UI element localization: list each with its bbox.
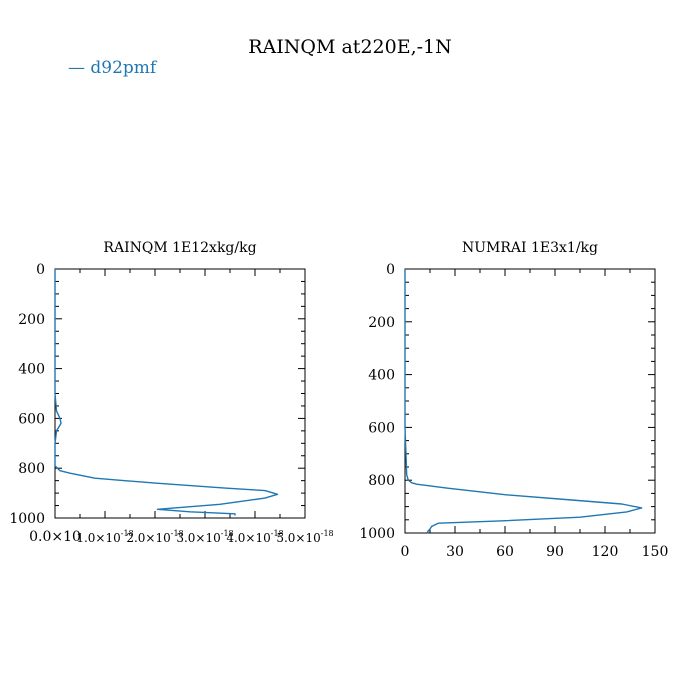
chart-panel-2: NUMRAI 1E3x1/kg 0 200 400 600 800 1000 0 30 60 90 1… <box>359 240 668 560</box>
legend: — d92pmf <box>68 58 156 78</box>
x-tick-label: 120 <box>592 544 619 560</box>
chart-panel-1: RAINQM 1E12xkg/kg 0 200 400 600 800 1000 0.0×10… <box>9 240 333 545</box>
x-tick-exponent: -18 <box>121 529 134 538</box>
x-tick-label: 1.0×10-18 <box>76 529 133 545</box>
x-tick-label: 90 <box>546 544 564 560</box>
x-tick-label: 4.0×10-18 <box>226 529 283 545</box>
x-tick-exponent: -18 <box>171 529 184 538</box>
y-tick-label: 800 <box>368 473 395 489</box>
y-tick-label: 400 <box>18 362 45 378</box>
x-tick-label: 30 <box>446 544 464 560</box>
x-tick-exponent: -18 <box>321 529 334 538</box>
chart-title: NUMRAI 1E3x1/kg <box>462 240 598 256</box>
x-tick-label: 3.0×10-18 <box>176 529 233 545</box>
y-tick-label: 600 <box>368 420 395 436</box>
chart-title: RAINQM 1E12xkg/kg <box>103 240 256 256</box>
y-tick-label: 800 <box>18 461 45 477</box>
y-tick-label: 600 <box>18 411 45 427</box>
y-tick-label: 200 <box>368 315 395 331</box>
y-tick-label: 200 <box>18 312 45 328</box>
y-tick-label: 0 <box>386 262 395 278</box>
x-tick-label: 60 <box>496 544 514 560</box>
y-tick-label: 400 <box>368 368 395 384</box>
legend-label: d92pmf <box>90 58 157 78</box>
plot-frame <box>404 268 656 534</box>
plot-frame <box>54 268 306 519</box>
y-tick-label: 1000 <box>359 526 395 542</box>
x-tick-label: 0.0×10 <box>29 529 81 545</box>
x-tick-exponent: -18 <box>221 529 234 538</box>
x-tick-label: 5.0×10-18 <box>276 529 333 545</box>
y-tick-label: 1000 <box>9 511 45 527</box>
legend-line-marker: — <box>68 58 85 78</box>
x-tick-label: 2.0×10-18 <box>126 529 183 545</box>
page-title: RAINQM at220E,-1N <box>248 36 452 58</box>
series-line-d92pmf <box>54 269 279 516</box>
series-line-d92pmf <box>404 269 643 534</box>
x-tick-label: 150 <box>642 544 669 560</box>
x-tick-exponent: -18 <box>271 529 284 538</box>
x-tick-label: 0 <box>401 544 410 560</box>
y-tick-label: 0 <box>36 262 45 278</box>
